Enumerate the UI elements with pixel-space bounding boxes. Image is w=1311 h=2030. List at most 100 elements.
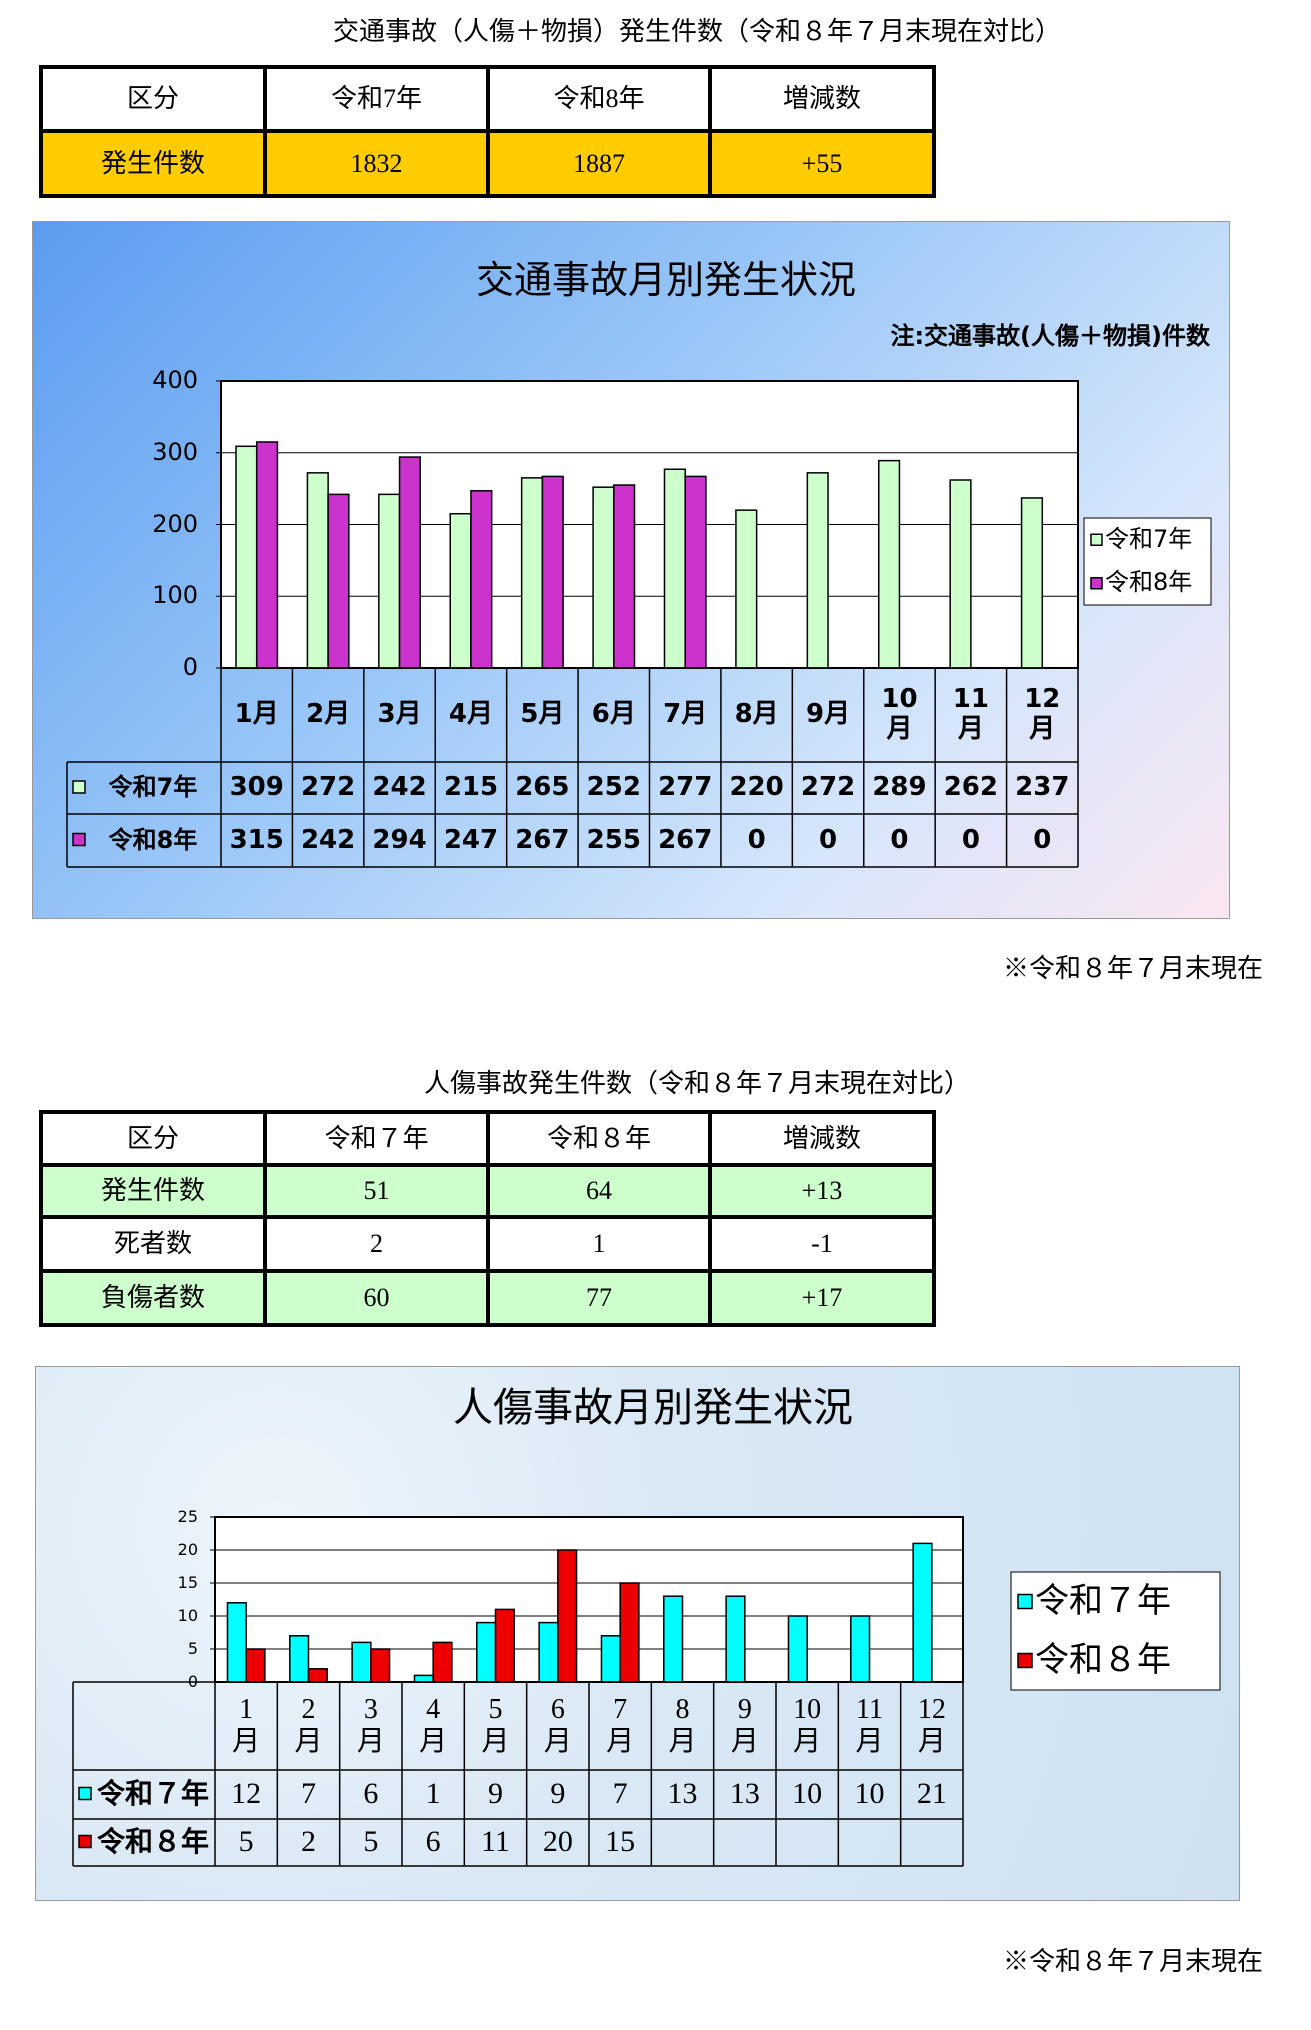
row-header: 令和7年 bbox=[108, 773, 198, 802]
bar bbox=[235, 445, 258, 669]
bar bbox=[245, 1648, 266, 1683]
table-cell: 1832 bbox=[265, 131, 488, 196]
table-value: 7 bbox=[300, 1777, 316, 1811]
table-cell: 60 bbox=[265, 1271, 488, 1325]
table-value: 20 bbox=[542, 1825, 573, 1859]
bar bbox=[476, 1621, 497, 1683]
table-cell: 77 bbox=[488, 1271, 710, 1325]
table-value: 6 bbox=[363, 1777, 379, 1811]
x-tick-label: 9 月 bbox=[730, 1693, 759, 1757]
row-swatch bbox=[78, 1786, 92, 1801]
x-tick-label: 2 月 bbox=[294, 1693, 323, 1757]
bar bbox=[378, 493, 401, 669]
bar bbox=[432, 1641, 453, 1683]
table-value: 12 bbox=[231, 1777, 262, 1811]
table-title: 交通事故（人傷＋物損）発生件数（令和８年７月末現在対比） bbox=[332, 17, 1061, 47]
bar bbox=[613, 484, 636, 669]
legend-swatch bbox=[1090, 533, 1103, 546]
y-tick-label: 15 bbox=[177, 1572, 198, 1592]
bar bbox=[806, 472, 829, 669]
header-cell: 区分 bbox=[41, 1112, 265, 1165]
table-title: 人傷事故発生件数（令和８年７月末現在対比） bbox=[423, 1069, 970, 1099]
bar bbox=[255, 441, 279, 669]
table-value: 242 bbox=[372, 772, 427, 803]
x-tick-label: 9月 bbox=[805, 699, 851, 730]
table-value: 272 bbox=[300, 772, 356, 803]
table-value: 0 bbox=[890, 824, 909, 855]
table-value: 0 bbox=[1033, 824, 1052, 855]
bar bbox=[557, 1549, 578, 1683]
header-cell: 令和８年 bbox=[488, 1112, 710, 1165]
table-cell: 2 bbox=[265, 1217, 488, 1271]
table-value: 309 bbox=[229, 772, 284, 803]
bar bbox=[370, 1648, 391, 1683]
row-header: 令和７年 bbox=[96, 1777, 209, 1811]
header-cell: 令和7年 bbox=[265, 67, 488, 131]
table-value: 0 bbox=[747, 824, 766, 855]
bar bbox=[494, 1608, 515, 1683]
table-value: 262 bbox=[943, 772, 998, 803]
x-tick-label: 10 月 bbox=[881, 684, 918, 744]
chart-title: 交通事故月別発生状況 bbox=[475, 260, 856, 303]
plot-area bbox=[214, 1516, 964, 1683]
y-tick-label: 0 bbox=[187, 1671, 198, 1691]
table-value: 11 bbox=[481, 1825, 510, 1859]
note: ※令和８年７月末現在 bbox=[1002, 954, 1263, 984]
bar bbox=[912, 1542, 933, 1683]
x-tick-label: 8月 bbox=[734, 699, 779, 730]
legend-label: 令和７年 bbox=[1035, 1582, 1171, 1620]
legend-label: 令和8年 bbox=[1105, 568, 1193, 597]
table-cell: 死者数 bbox=[41, 1217, 265, 1271]
header-cell: 増減数 bbox=[710, 67, 934, 131]
table-cell: 負傷者数 bbox=[41, 1271, 265, 1325]
y-tick-label: 400 bbox=[152, 366, 198, 395]
table-value: 9 bbox=[550, 1777, 566, 1811]
table-value: 10 bbox=[854, 1777, 885, 1811]
y-tick-label: 10 bbox=[177, 1605, 198, 1625]
table-cell: 1 bbox=[488, 1217, 710, 1271]
legend-swatch bbox=[1017, 1652, 1033, 1669]
table-value: 13 bbox=[667, 1777, 698, 1811]
header-cell: 令和8年 bbox=[488, 67, 710, 131]
bar bbox=[470, 490, 493, 669]
table-value: 265 bbox=[515, 772, 570, 803]
chart-subtitle: 注:交通事故(人傷＋物損)件数 bbox=[890, 322, 1210, 351]
y-tick-label: 200 bbox=[152, 509, 198, 538]
bar bbox=[538, 1621, 559, 1683]
x-tick-label: 8 月 bbox=[668, 1693, 697, 1757]
table-value: 215 bbox=[443, 772, 499, 803]
legend-label: 令和８年 bbox=[1035, 1641, 1171, 1679]
table-value: 9 bbox=[487, 1777, 503, 1811]
bar bbox=[327, 493, 350, 669]
table-value: 267 bbox=[515, 824, 570, 855]
table-value: 0 bbox=[961, 824, 980, 855]
table-cell: 発生件数 bbox=[41, 131, 265, 196]
bar bbox=[592, 486, 615, 669]
bar bbox=[619, 1582, 640, 1683]
row-swatch bbox=[78, 1834, 92, 1849]
table-value: 255 bbox=[586, 824, 641, 855]
x-tick-label: 11 月 bbox=[855, 1693, 884, 1757]
x-tick-label: 1 月 bbox=[232, 1693, 261, 1757]
y-tick-label: 300 bbox=[152, 437, 198, 466]
bar bbox=[663, 468, 686, 669]
table-cell: -1 bbox=[710, 1217, 934, 1271]
bar bbox=[541, 475, 564, 669]
x-tick-label: 7月 bbox=[663, 699, 708, 730]
table-value: 315 bbox=[229, 824, 284, 855]
bar bbox=[449, 512, 472, 669]
table-value: 7 bbox=[612, 1777, 628, 1811]
table-cell: 51 bbox=[265, 1165, 488, 1217]
table-value: 10 bbox=[792, 1777, 823, 1811]
note: ※令和８年７月末現在 bbox=[1002, 1947, 1263, 1977]
table-value: 220 bbox=[729, 772, 784, 803]
bar bbox=[289, 1635, 310, 1683]
table-value: 21 bbox=[916, 1777, 947, 1811]
x-tick-label: 12 月 bbox=[917, 1693, 946, 1757]
header-cell: 区分 bbox=[41, 67, 265, 131]
x-tick-label: 10 月 bbox=[793, 1693, 822, 1757]
x-tick-label: 4 月 bbox=[419, 1693, 448, 1757]
x-tick-label: 5月 bbox=[520, 699, 565, 730]
table-value: 5 bbox=[238, 1825, 254, 1859]
